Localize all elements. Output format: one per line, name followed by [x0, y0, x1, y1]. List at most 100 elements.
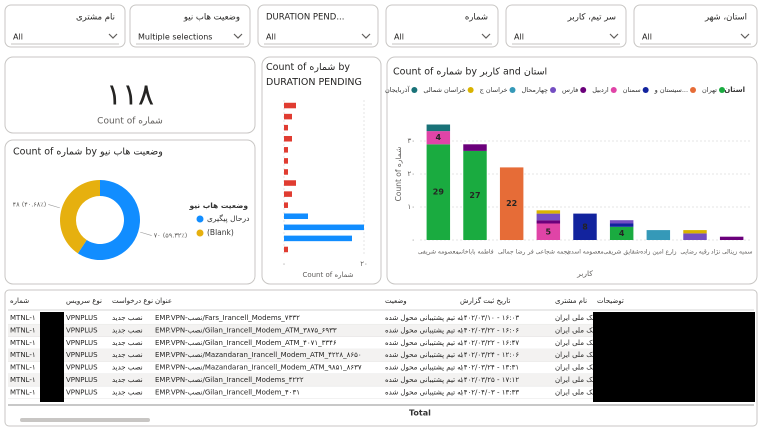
- bar-segment: [426, 124, 451, 132]
- x-axis-title: Count of شماره: [302, 271, 353, 279]
- table-cell: بانک ملی ایران: [555, 388, 599, 396]
- row-band: [8, 349, 754, 362]
- data-label: 8: [582, 222, 588, 231]
- data-label: 22: [506, 199, 517, 208]
- table-cell: MTNL-۱: [10, 364, 36, 372]
- filter-chevron[interactable]: [108, 33, 118, 39]
- column-title: Count of شماره by کاربر and استان: [393, 67, 547, 78]
- x-tick-label: فاطمه باباخانی: [456, 249, 493, 256]
- table-cell: به تیم پشتیبانی محول شده: [385, 376, 463, 384]
- table-cell: ۱۴۰۲/۰۳/۱۰ - ۱۶:۰۳: [460, 314, 519, 322]
- bar: [284, 224, 364, 231]
- filter-label: نام مشتری: [76, 13, 115, 23]
- table-cell: EMP.VPN-نصب/Mazandaran_Irancell_Modem_AT…: [155, 351, 362, 359]
- hbar-title-box: Count of شماره by DURATION PENDING: [266, 62, 362, 88]
- table-cell: ۱۴۰۲/۰۳/۲۲ - ۱۶:۰۶: [460, 326, 519, 334]
- filter-value: Multiple selections: [138, 33, 212, 42]
- filter-chevron[interactable]: [740, 33, 750, 39]
- legend-item: خراسان شمالی: [423, 86, 465, 94]
- row-band: [8, 324, 754, 337]
- legend-title: استان: [724, 86, 745, 94]
- table-cell: بانک ملی ایران: [555, 376, 599, 384]
- table-cell: VPNPLUS: [66, 364, 98, 372]
- legend-item: خراسان ج: [480, 86, 508, 94]
- x-tick-label: معصومه اسدی: [566, 249, 603, 256]
- table-cell: نصب جدید: [112, 339, 143, 347]
- filter-box[interactable]: [633, 4, 758, 48]
- redaction: [40, 312, 64, 402]
- filter-label: استان، شهر: [704, 13, 747, 23]
- table-cell: نصب جدید: [112, 314, 143, 322]
- legend-item: سیستان و...: [654, 86, 688, 94]
- table-cell: بانک ملی ایران: [555, 326, 599, 334]
- filter-chevron[interactable]: [481, 33, 491, 39]
- leader-line: [140, 231, 152, 236]
- bar-segment: [536, 210, 561, 214]
- filter-box[interactable]: [4, 4, 126, 48]
- table-cell: به تیم پشتیبانی محول شده: [385, 388, 463, 396]
- legend-dot: [580, 87, 587, 93]
- bar-segment: [609, 220, 634, 224]
- table-cell: EMP.VPN-نصب/Gilan_Irancell_Modems_۴۲۲۲: [155, 376, 304, 384]
- hbar-title: Count of شماره by DURATION PENDING: [266, 62, 362, 88]
- legend-dot: [690, 87, 697, 93]
- bar-segment: [683, 230, 707, 234]
- table-cell: MTNL-۱: [10, 326, 36, 334]
- x-tick-label: ۰: [282, 260, 286, 268]
- donut-title: Count of شماره by وضعیت هاب نیو: [13, 147, 163, 158]
- bar-segment: [573, 213, 597, 240]
- table-cell: MTNL-۱: [10, 388, 36, 396]
- card-panel: [4, 56, 256, 134]
- y-tick-label: ۱۰: [407, 203, 415, 211]
- filter-box[interactable]: [129, 4, 251, 48]
- table-cell: EMP.VPN-نصب/Gilan_Irancell_Modem_۴۰۳۱: [155, 388, 300, 396]
- bar-segment: [646, 230, 671, 240]
- legend-dot: [642, 87, 649, 93]
- table-cell: EMP.VPN-نصب/Gilan_Irancell_Modem_ATM_۴۰۷…: [155, 339, 337, 347]
- table-cell: MTNL-۱: [10, 351, 36, 359]
- legend-dot: [411, 87, 418, 93]
- legend-title: وضعیت هاب نیو: [189, 201, 249, 210]
- table-header: تاریخ ثبت گزارش: [460, 296, 510, 305]
- filter-value: All: [642, 33, 652, 42]
- x-tick-label: رضا جمالی: [498, 249, 526, 256]
- table-header: توضیحات: [597, 297, 624, 305]
- bar: [284, 124, 288, 131]
- table-cell: بانک ملی ایران: [555, 339, 599, 347]
- table-cell: به تیم پشتیبانی محول شده: [385, 351, 463, 359]
- table-cell: VPNPLUS: [66, 388, 98, 396]
- table-cell: EMP.VPN-نصب/Fars_Irancell_Modems_۷۳۳۲: [155, 314, 300, 322]
- table-header: عنوان: [155, 297, 172, 305]
- filter-chevron[interactable]: [233, 33, 243, 39]
- filter-label: وضعیت هاب نیو: [183, 13, 240, 23]
- filter-box[interactable]: [385, 4, 499, 48]
- bar-segment: [499, 167, 524, 240]
- table-cell: MTNL-۱: [10, 376, 36, 384]
- y-tick-label: ۲۰: [407, 170, 415, 178]
- filter-box[interactable]: [257, 4, 379, 48]
- donut-label: ۷۰ (۵۹.۳۲٪): [154, 232, 188, 240]
- table-cell: EMP.VPN-نصب/Gilan_Irancell_Modem_ATM_۳۸۷…: [155, 326, 337, 334]
- bar-segment: [683, 233, 707, 240]
- x-tick-label: سمیه زینالی نژاد: [711, 249, 753, 256]
- data-label: 29: [433, 188, 445, 197]
- table-cell: نصب جدید: [112, 388, 143, 396]
- bar: [284, 102, 296, 109]
- bar: [284, 135, 292, 142]
- x-tick-label: رقیه رضایی: [680, 249, 709, 256]
- bar: [284, 113, 292, 120]
- scrollbar[interactable]: [20, 418, 150, 422]
- filter-value: All: [13, 33, 23, 42]
- x-tick-label: نجمه شجاعی فر: [527, 249, 570, 256]
- filter-box[interactable]: [505, 4, 627, 48]
- y-axis-title: Count of شماره: [394, 147, 403, 202]
- filter-chevron[interactable]: [609, 33, 619, 39]
- bar: [284, 191, 292, 197]
- legend-dot: [719, 87, 725, 93]
- x-tick-label: معصومه شریفی: [418, 249, 459, 256]
- data-label: 5: [546, 227, 552, 236]
- table-cell: ۱۴۰۲/۰۴/۰۳ - ۱۳:۳۳: [460, 388, 519, 396]
- data-label: 4: [436, 133, 442, 142]
- filter-chevron[interactable]: [361, 33, 371, 39]
